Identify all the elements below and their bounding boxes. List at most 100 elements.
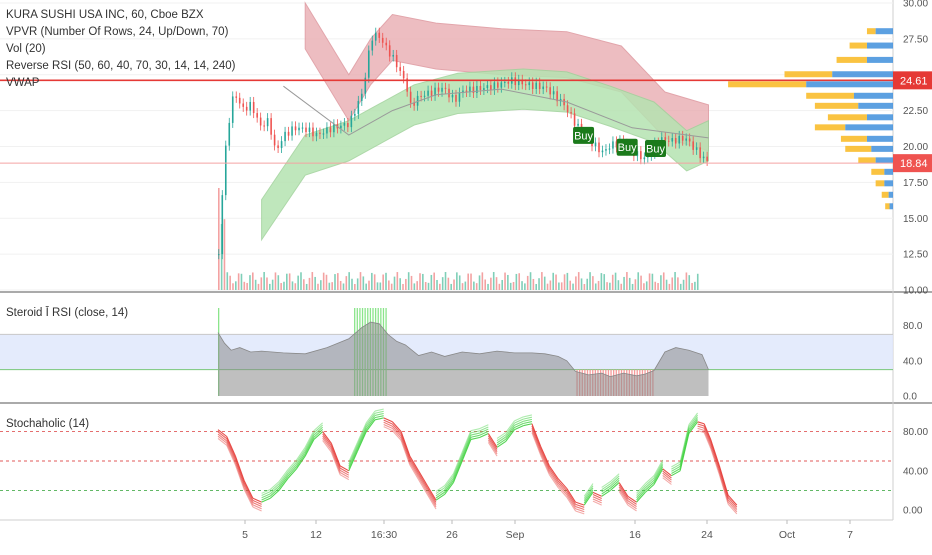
volume-bar (603, 274, 606, 290)
volume-bar (416, 281, 418, 290)
stochastic-ribbon-line (400, 433, 411, 459)
candle-body (399, 67, 401, 71)
stochastic-ribbon-line (496, 432, 507, 439)
volume-bar (246, 282, 248, 290)
candle-body (374, 32, 377, 41)
volume-bar (660, 275, 662, 290)
volume-bar (382, 274, 384, 290)
volume-bar (637, 272, 640, 290)
volume-bar (365, 283, 367, 290)
stochastic-ribbon-line (444, 475, 454, 489)
rsi-pane[interactable]: 80.0 40.0 0.0 (0, 308, 923, 403)
volume-bar (609, 282, 611, 290)
stochastic-ribbon-line (304, 436, 315, 455)
stochastic-ribbon-line (703, 423, 712, 440)
volume-bar (232, 283, 234, 290)
candle-body (507, 81, 510, 84)
stochastic-ribbon-line (653, 466, 664, 483)
stochastic-ribbon-line (409, 464, 420, 480)
volume-bar (339, 280, 342, 290)
stochastic-ribbon-line (313, 428, 324, 438)
stochastic-ribbon-line (409, 458, 420, 474)
stochastic-ribbon-line (400, 431, 411, 457)
volume-bar (575, 276, 577, 290)
candle-body (643, 157, 646, 160)
indicator-label-vol[interactable]: Vol (20) (6, 43, 46, 55)
stochastic-pane-title[interactable]: Stochaholic (14) (6, 418, 90, 430)
volume-bar (337, 273, 339, 290)
volume-bar (257, 283, 260, 290)
candle-body (420, 95, 422, 97)
volume-bar (504, 272, 506, 290)
candle-body (402, 70, 405, 79)
stochastic-ribbon-line (409, 455, 420, 472)
volume-profile-up-bar (871, 145, 893, 152)
candle-body (681, 135, 684, 141)
rsi-pane-title[interactable]: Steroid Ī RSI (close, 14) (6, 307, 129, 319)
candle-body (329, 127, 332, 133)
stochastic-ribbon-line (523, 414, 533, 418)
stochastic-ribbon-line (269, 489, 280, 499)
stochastic-ribbon-line (653, 461, 664, 479)
volume-bar (427, 282, 430, 290)
stochastic-ribbon-line (234, 458, 245, 483)
chart-title: KURA SUSHI USA INC, 60, Cboe BZX (6, 9, 204, 21)
stochastic-ribbon-line (383, 417, 393, 423)
volume-bar (600, 273, 603, 290)
stochastic-ribbon-line (644, 484, 655, 493)
stochastic-ribbon-line (348, 450, 359, 472)
volume-profile-down-bar (885, 203, 890, 210)
stochastic-ribbon-line (662, 475, 672, 483)
price-pane[interactable]: Buy Buy Buy 30.00 27.50 22.50 20.00 17.50 15.00 1… (0, 0, 932, 297)
stochastic-ribbon-line (383, 426, 393, 432)
indicator-label-vpvr[interactable]: VPVR (Number Of Rows, 24, Up/Down, 70) (6, 26, 229, 38)
volume-bar (592, 276, 594, 290)
candle-body (319, 132, 321, 134)
stochastic-ribbon-line (540, 446, 550, 467)
candle-body (235, 96, 238, 98)
candle-body (416, 95, 419, 106)
stochastic-ribbon-line (226, 442, 236, 463)
volume-bar (288, 273, 291, 290)
stochastic-ribbon-line (226, 440, 236, 461)
stochastic-ribbon-line (487, 433, 498, 448)
stochastic-ribbon-line (679, 426, 690, 465)
volume-bar (237, 273, 240, 290)
stochastic-ribbon-line (688, 414, 699, 428)
stochastic-ribbon-line (269, 485, 280, 495)
stochastic-ribbon-line (523, 416, 533, 420)
stochastic-ribbon-line (514, 423, 524, 428)
volume-profile-up-bar (858, 102, 893, 109)
candle-body (218, 254, 220, 256)
time-axis[interactable]: 5 12 16:30 26 Sep 16 24 Oct 7 (242, 520, 853, 541)
candle-body (517, 79, 520, 86)
stochastic-ribbon-line (540, 448, 550, 469)
candle-body (259, 117, 262, 126)
stochastic-ribbon-line (426, 494, 437, 510)
stochastic-ribbon-line (610, 477, 620, 487)
time-axis-label: 26 (446, 529, 458, 541)
volume-bar (634, 279, 637, 290)
volume-bar (640, 275, 642, 290)
volume-bar (679, 283, 682, 290)
stochastic-ribbon-line (531, 432, 542, 456)
stochastic-ribbon-line (461, 432, 472, 455)
volume-bar (558, 282, 560, 290)
stochastic-ribbon-line (505, 420, 515, 433)
stochastic-ribbon-line (391, 423, 402, 435)
stochastic-ribbon-line (261, 497, 271, 503)
candle-body (340, 125, 342, 129)
stochastic-ribbon-line (636, 485, 646, 496)
volume-bar (498, 283, 501, 290)
indicator-label-vwap[interactable]: VWAP (6, 77, 40, 89)
stochastic-ribbon-line (269, 487, 280, 497)
stochastic-pane[interactable]: 80.00 40.00 0.00 (0, 408, 928, 517)
volume-bar (631, 283, 634, 290)
stochastic-ribbon-line (426, 489, 437, 505)
stochastic-ribbon-line (479, 426, 489, 432)
stochastic-ribbon-line (322, 433, 332, 446)
indicator-label-reverse-rsi[interactable]: Reverse RSI (50, 60, 40, 70, 30, 14, 14,… (6, 60, 236, 72)
volume-bar (328, 282, 331, 290)
candle-body (535, 82, 538, 89)
